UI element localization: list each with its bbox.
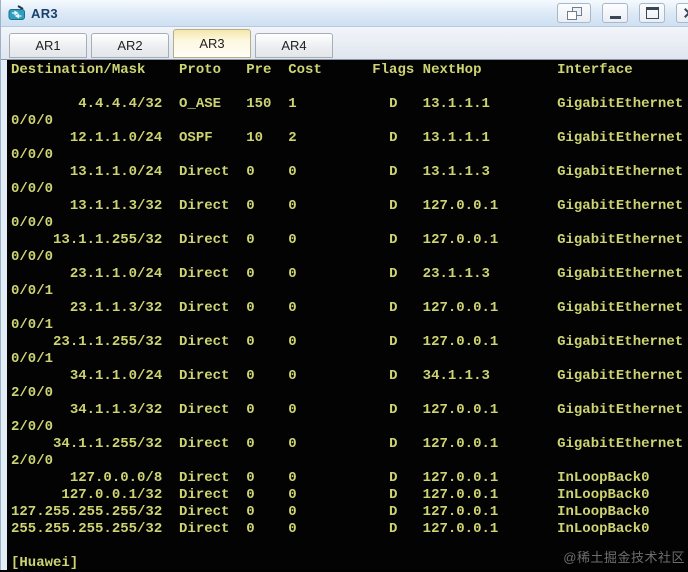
close-icon (683, 7, 688, 19)
minimize-icon (609, 16, 621, 19)
tab-ar2[interactable]: AR2 (91, 33, 169, 58)
window-title: AR3 (31, 5, 58, 21)
cascade-windows-icon (566, 6, 582, 20)
close-button[interactable] (676, 3, 688, 23)
terminal-console[interactable]: Destination/Mask Proto Pre Cost Flags Ne… (1, 60, 688, 571)
router-icon (8, 5, 26, 21)
tab-ar1[interactable]: AR1 (9, 33, 87, 58)
float-window-button[interactable] (557, 3, 591, 23)
minimize-button[interactable] (602, 3, 628, 23)
tab-ar4[interactable]: AR4 (255, 33, 333, 58)
title-bar[interactable]: AR3 (1, 0, 688, 27)
maximize-icon (645, 7, 659, 19)
window-controls (557, 3, 688, 23)
maximize-button[interactable] (639, 3, 665, 23)
tab-bar: AR1 AR2 AR3 AR4 (1, 27, 688, 60)
watermark: @稀土掘金技术社区 (563, 550, 685, 565)
routing-table-output: Destination/Mask Proto Pre Cost Flags Ne… (11, 62, 684, 571)
tab-ar3[interactable]: AR3 (173, 29, 251, 58)
